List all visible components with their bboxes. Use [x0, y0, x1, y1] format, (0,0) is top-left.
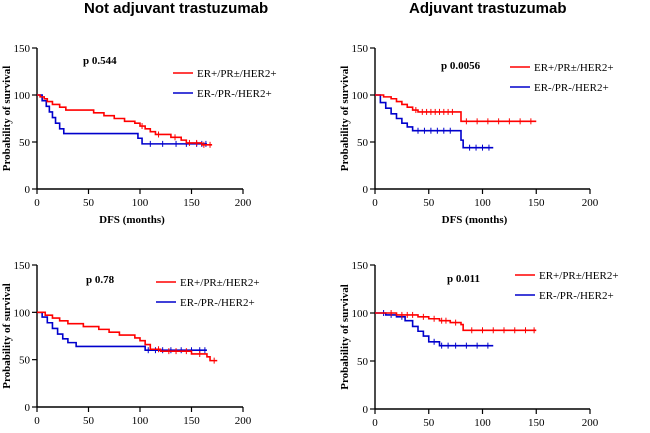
survival-curve-er-negative: [37, 311, 207, 351]
y-tick-label: 150: [352, 260, 369, 272]
y-axis-label: Probability of survival: [339, 66, 351, 172]
y-tick-label: 0: [363, 184, 369, 196]
y-tick-label: 50: [19, 355, 31, 367]
p-value-label: p 0.0056: [441, 60, 481, 72]
y-tick-label: 150: [352, 43, 369, 55]
x-tick-label: 0: [34, 197, 40, 209]
x-tick-label: 100: [474, 417, 491, 429]
x-tick-label: 100: [132, 197, 149, 209]
x-tick-label: 100: [132, 415, 149, 427]
y-axis-label: Probability of survival: [1, 283, 13, 389]
y-tick-label: 100: [14, 307, 31, 319]
x-tick-label: 100: [474, 197, 491, 209]
x-tick-label: 50: [423, 197, 435, 209]
legend-label: ER+/PR±/HER2+: [539, 270, 619, 282]
survival-curve-er-negative: [37, 94, 207, 145]
p-value-label: p 0.78: [86, 274, 115, 286]
y-tick-label: 150: [14, 43, 31, 55]
legend-label: ER-/PR-/HER2+: [539, 290, 614, 302]
survival-curve-er-positive: [375, 94, 537, 123]
survival-curve-er-negative: [375, 312, 494, 347]
legend-label: ER+/PR±/HER2+: [534, 62, 614, 74]
right-column-title: Adjuvant trastuzumab: [409, 0, 567, 17]
y-axis-label: Probability of survival: [1, 66, 13, 172]
x-tick-label: 200: [582, 197, 599, 209]
x-tick-label: 50: [83, 197, 95, 209]
y-tick-label: 50: [357, 356, 369, 368]
legend-label: ER-/PR-/HER2+: [534, 82, 609, 94]
y-axis-label: Probability of survival: [339, 284, 351, 390]
panel-2: 0 50 100 150 0 50 100 150 200 DFS (months) Probabi…: [339, 43, 614, 226]
y-tick-label: 50: [357, 137, 369, 149]
left-column-title: Not adjuvant trastuzumab: [84, 0, 269, 17]
y-tick-label: 100: [352, 308, 369, 320]
p-value-label: p 0.011: [447, 273, 480, 285]
y-tick-label: 0: [363, 404, 369, 416]
y-tick-label: 100: [352, 90, 369, 102]
y-tick-label: 150: [14, 260, 31, 272]
survival-curve-er-negative: [375, 94, 494, 149]
x-tick-label: 0: [372, 417, 378, 429]
p-value-label: p 0.544: [83, 55, 117, 67]
y-tick-label: 0: [25, 402, 31, 414]
x-tick-label: 200: [235, 415, 252, 427]
x-axis-label: DFS (months): [442, 214, 508, 226]
legend-label: ER-/PR-/HER2+: [197, 88, 272, 100]
x-tick-label: 200: [582, 417, 599, 429]
legend-label: ER+/PR±/HER2+: [180, 277, 260, 289]
y-tick-label: 100: [14, 90, 31, 102]
legend-label: ER-/PR-/HER2+: [180, 297, 255, 309]
x-tick-label: 50: [83, 415, 95, 427]
x-tick-label: 150: [183, 415, 200, 427]
x-tick-label: 0: [372, 197, 378, 209]
y-tick-label: 0: [25, 184, 31, 196]
panel-4: 050100150050100150200OS (months)Probabil…: [339, 260, 619, 429]
panel-3: 050100150050100150200OS (months)Probabil…: [1, 260, 260, 433]
legend-label: ER+/PR±/HER2+: [197, 68, 277, 80]
x-tick-label: 0: [34, 415, 40, 427]
survival-curve-er-positive: [37, 311, 218, 362]
panel-1: 0 50 100 150 0 50 100 150 200 DFS (months) Probabi…: [1, 43, 277, 226]
x-tick-label: 200: [235, 197, 252, 209]
x-tick-label: 150: [528, 197, 545, 209]
y-tick-label: 50: [19, 137, 31, 149]
survival-curve-er-positive: [37, 94, 213, 146]
x-tick-label: 150: [528, 417, 545, 429]
x-axis-label: DFS (months): [99, 214, 165, 226]
x-tick-label: 50: [423, 417, 435, 429]
x-tick-label: 150: [183, 197, 200, 209]
